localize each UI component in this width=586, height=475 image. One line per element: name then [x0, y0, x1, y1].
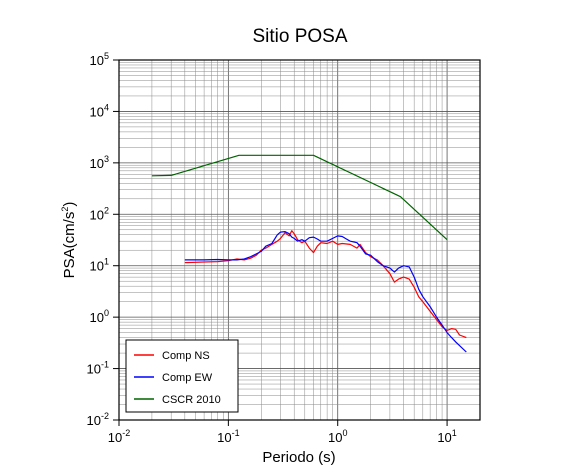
x-tick-label: 10-2 [108, 428, 130, 445]
plot-frame [118, 59, 481, 421]
series-line-comp-ns [184, 230, 467, 339]
legend: Comp NS Comp EW CSCR 2010 [125, 339, 239, 413]
y-tick-label: 104 [90, 102, 109, 119]
x-tick-base: 10 [328, 430, 342, 445]
y-tick-label: 105 [90, 51, 109, 68]
y-tick-exp: 4 [104, 102, 109, 112]
y-tick-base: 10 [90, 207, 104, 222]
y-tick-exp: 3 [104, 154, 109, 164]
x-tick-base: 10 [437, 430, 451, 445]
y-axis-label-tail: ) [61, 202, 78, 207]
y-tick-label: 101 [90, 257, 109, 274]
y-axis-label: PSA(cm/s2) [60, 202, 78, 279]
y-tick-label: 100 [90, 308, 109, 325]
series-line-cscr-2010 [151, 154, 448, 241]
series-line-comp-ew [184, 231, 467, 353]
legend-label: Comp EW [162, 372, 213, 384]
y-tick-exp: 5 [104, 51, 109, 61]
x-axis-label: Periodo (s) [262, 449, 335, 466]
y-axis-label-sup: 2 [60, 207, 70, 212]
y-tick-base: 10 [90, 310, 104, 325]
y-axis-label-main: PSA(cm/s [61, 212, 78, 279]
y-tick-exp: 2 [104, 205, 109, 215]
y-tick-base: 10 [90, 104, 104, 119]
y-tick-label: 103 [90, 154, 109, 171]
x-tick-label: 10-1 [217, 428, 239, 445]
y-tick-base: 10 [87, 362, 101, 377]
x-tick-exp: 0 [342, 428, 347, 438]
x-tick-exp: -1 [232, 428, 240, 438]
y-tick-exp: 0 [104, 308, 109, 318]
x-tick-base: 10 [217, 430, 231, 445]
x-tick-exp: -2 [122, 428, 130, 438]
y-tick-exp: -2 [101, 411, 109, 421]
y-tick-exp: 1 [104, 257, 109, 267]
x-tick-label: 100 [328, 428, 347, 445]
chart-title: Sitio POSA [252, 26, 347, 47]
x-tick-base: 10 [108, 430, 122, 445]
legend-label: CSCR 2010 [162, 394, 221, 406]
x-tick-exp: 1 [452, 428, 457, 438]
y-tick-exp: -1 [101, 360, 109, 370]
series-lines [151, 154, 467, 353]
y-tick-base: 10 [87, 413, 101, 428]
x-tick-label: 101 [437, 428, 456, 445]
legend-label: Comp NS [162, 350, 210, 362]
y-tick-label: 10-1 [87, 360, 109, 377]
grid [118, 59, 481, 421]
y-tick-base: 10 [90, 53, 104, 68]
y-tick-label: 102 [90, 205, 109, 222]
legend-box [125, 339, 239, 413]
y-tick-base: 10 [90, 156, 104, 171]
y-tick-label: 10-2 [87, 411, 109, 428]
y-tick-base: 10 [90, 259, 104, 274]
